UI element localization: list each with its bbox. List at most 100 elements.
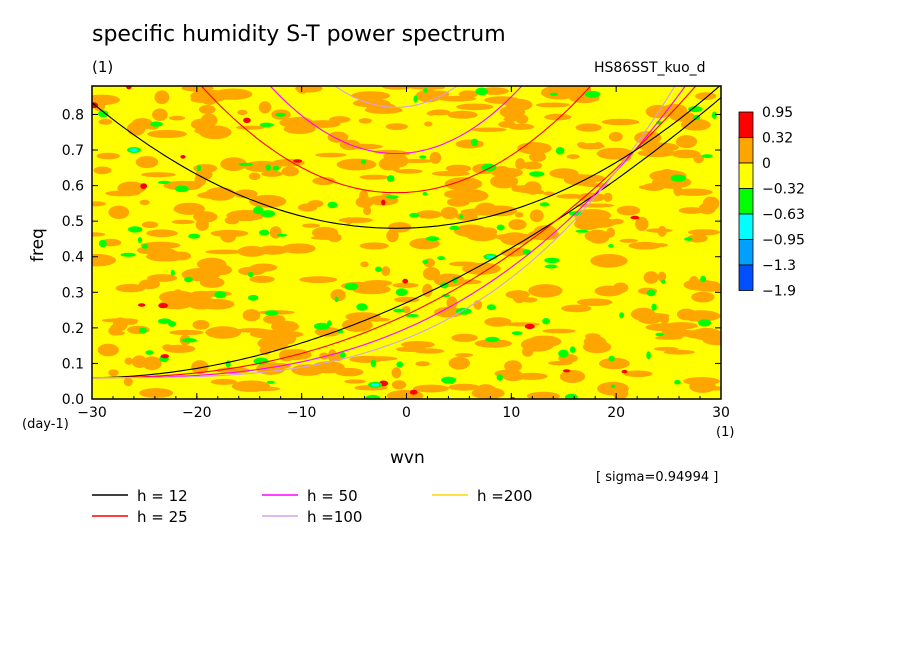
field-patch <box>424 121 433 127</box>
field-patch <box>588 231 610 244</box>
field-patch <box>462 262 501 275</box>
field-patch <box>675 324 686 336</box>
field-patch <box>524 323 535 330</box>
field-patch <box>345 217 354 225</box>
field-patch <box>140 172 176 178</box>
field-patch <box>697 280 721 290</box>
field-patch <box>573 209 612 222</box>
gravity-curve-3 <box>334 86 458 108</box>
field-patch <box>242 309 261 322</box>
y-tick-label: 0.1 <box>62 356 84 372</box>
field-patch <box>190 89 229 103</box>
field-patch <box>315 152 347 158</box>
field-patch <box>422 192 428 196</box>
field-patch <box>394 296 420 303</box>
field-patch <box>490 174 519 189</box>
field-patch <box>515 372 548 380</box>
field-patch <box>479 227 498 236</box>
field-patch <box>160 354 169 359</box>
field-patch <box>491 167 523 178</box>
field-patch <box>674 188 713 196</box>
field-patch <box>141 244 149 249</box>
field-patch <box>200 113 218 128</box>
field-patch <box>511 331 523 335</box>
field-patch <box>381 266 391 277</box>
field-patch <box>495 233 535 241</box>
field-patch <box>674 379 681 385</box>
field-patch <box>628 241 662 250</box>
field-patch <box>549 92 559 96</box>
field-patch <box>638 185 651 190</box>
field-patch <box>181 338 197 343</box>
field-patch <box>146 229 178 237</box>
field-patch <box>366 102 397 114</box>
field-patch <box>416 210 442 219</box>
field-patch <box>444 177 483 191</box>
field-patch <box>147 274 178 282</box>
field-patch <box>334 296 339 302</box>
legend-label: h =100 <box>307 508 362 526</box>
x-axis-label: wvn <box>390 448 425 468</box>
field-patch <box>195 169 213 181</box>
field-patch <box>299 276 338 283</box>
field-patch <box>635 217 649 231</box>
field-patch <box>296 86 309 94</box>
x-tick-label: −30 <box>77 405 107 421</box>
field-patch <box>441 294 451 298</box>
field-patch <box>425 236 440 242</box>
field-patch <box>301 223 321 228</box>
x-tick-label: −10 <box>287 405 317 421</box>
field-patch <box>281 243 316 254</box>
field-patch <box>359 174 389 180</box>
field-patch <box>563 174 598 186</box>
field-patch <box>630 215 640 220</box>
field-patch <box>260 210 276 218</box>
legend-label: h = 25 <box>137 508 188 526</box>
field-patch <box>249 275 275 283</box>
field-patch <box>163 344 196 353</box>
field-patch <box>584 90 601 98</box>
x-ticks: −30 −20 −10 0 10 20 30 <box>77 86 730 421</box>
field-patch <box>311 361 345 374</box>
field-patch <box>711 111 717 119</box>
field-patch <box>395 288 408 297</box>
field-patch <box>455 353 473 358</box>
field-patch <box>555 147 565 155</box>
field-patch <box>358 118 372 124</box>
field-patch <box>542 328 576 334</box>
field-patch <box>359 356 398 361</box>
field-patch <box>264 310 279 316</box>
field-patch <box>675 135 698 149</box>
field-patch <box>484 96 520 104</box>
field-patch <box>431 90 450 98</box>
field-patch <box>196 290 232 297</box>
field-patch <box>187 296 216 310</box>
field-patch <box>449 378 455 385</box>
field-patch <box>529 151 546 162</box>
field-patch <box>646 289 656 297</box>
field-patch <box>619 312 625 319</box>
field-patch <box>496 224 505 231</box>
field-patch <box>184 276 193 283</box>
field-patch <box>205 326 242 339</box>
field-patch <box>220 157 247 172</box>
field-patch <box>139 279 160 289</box>
field-patch <box>409 389 418 395</box>
field-patch <box>569 346 576 354</box>
field-patch <box>481 163 497 172</box>
y-tick-label: 0.4 <box>62 250 84 266</box>
field-patch <box>611 384 616 389</box>
field-patch <box>243 117 251 124</box>
field-patch <box>422 267 441 281</box>
field-patch <box>630 307 656 321</box>
colorbar-label: 0 <box>762 156 771 172</box>
field-patch <box>128 226 143 233</box>
field-patch <box>174 185 189 193</box>
field-patch <box>670 174 687 182</box>
field-patch <box>93 166 112 175</box>
legend-label: h =200 <box>477 487 532 505</box>
x-tick-label: −20 <box>182 405 212 421</box>
field-patch <box>594 285 624 297</box>
field-patch <box>381 86 414 90</box>
field-patch <box>606 227 615 238</box>
